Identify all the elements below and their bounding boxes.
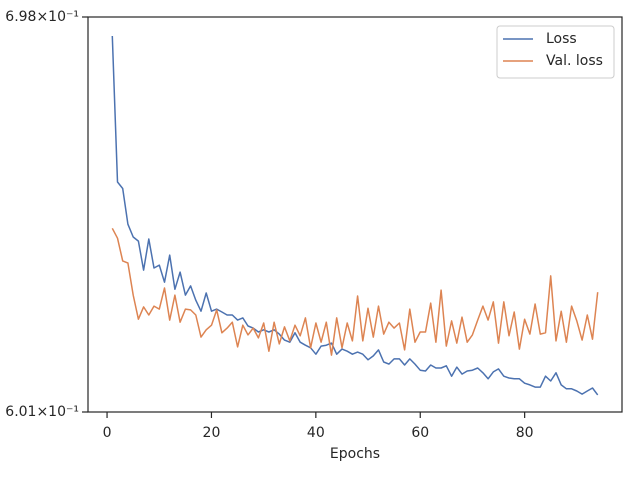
x-axis-label: Epochs — [330, 446, 380, 462]
line — [111, 227, 599, 356]
x-tick-label: 0 — [103, 425, 112, 441]
plot-frame — [87, 16, 623, 413]
x-tick-label: 40 — [307, 425, 325, 441]
legend-label: Loss — [546, 31, 577, 47]
x-tick-label: 60 — [411, 425, 429, 441]
y-tick-label: 6.98×10⁻¹ — [5, 9, 79, 25]
line — [111, 35, 599, 396]
x-tick-label: 20 — [203, 425, 221, 441]
x-tick-label: 80 — [516, 425, 534, 441]
y-tick-label: 6.01×10⁻¹ — [5, 404, 79, 420]
legend-label: Val. loss — [546, 53, 603, 69]
